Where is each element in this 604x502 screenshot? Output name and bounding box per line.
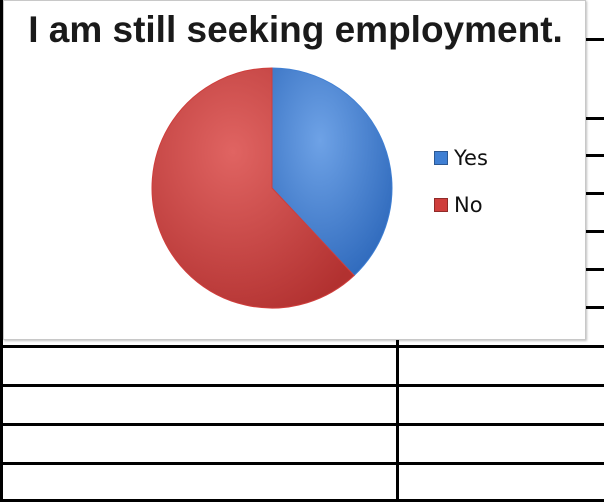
pie-slice-yes — [271, 67, 393, 277]
table-row-line — [0, 154, 3, 157]
pie-slice-no — [151, 67, 355, 309]
table-row-line — [586, 306, 604, 309]
legend-swatch-yes — [434, 151, 448, 165]
table-row-line — [586, 117, 604, 120]
chart-legend: Yes No — [434, 146, 488, 240]
table-vertical-middle — [396, 340, 399, 502]
legend-item-no: No — [434, 193, 488, 217]
table-row-line — [0, 345, 604, 348]
legend-label-yes: Yes — [454, 146, 488, 170]
table-vertical-left — [0, 0, 3, 502]
table-row-line — [0, 306, 3, 309]
chart-panel: I am still seeking employment. Yes No — [3, 0, 586, 340]
table-row-line — [586, 38, 604, 41]
table-row-line — [0, 499, 604, 502]
table-row-line — [0, 268, 3, 271]
table-row-line — [0, 384, 604, 387]
legend-item-yes: Yes — [434, 146, 488, 170]
table-row-line — [586, 230, 604, 233]
table-row-line — [0, 192, 3, 195]
table-row-line — [586, 268, 604, 271]
legend-swatch-no — [434, 198, 448, 212]
table-row-line — [0, 117, 3, 120]
table-row-line — [0, 423, 604, 426]
table-row-line — [586, 154, 604, 157]
legend-label-no: No — [454, 193, 483, 217]
table-row-line — [0, 230, 3, 233]
table-row-line — [0, 462, 604, 465]
chart-title: I am still seeking employment. — [28, 9, 563, 50]
pie-chart — [151, 67, 393, 309]
table-row-line — [586, 192, 604, 195]
